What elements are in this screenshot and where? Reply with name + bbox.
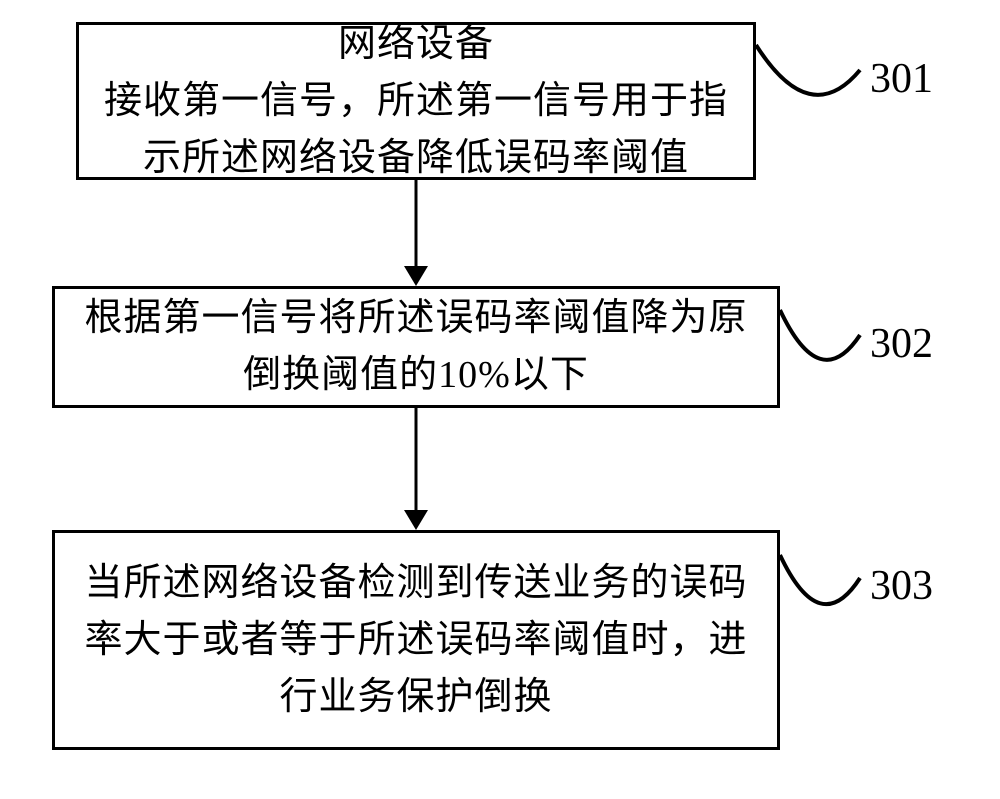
step-3-label: 303 [870, 562, 933, 610]
connector-3 [0, 0, 1000, 799]
